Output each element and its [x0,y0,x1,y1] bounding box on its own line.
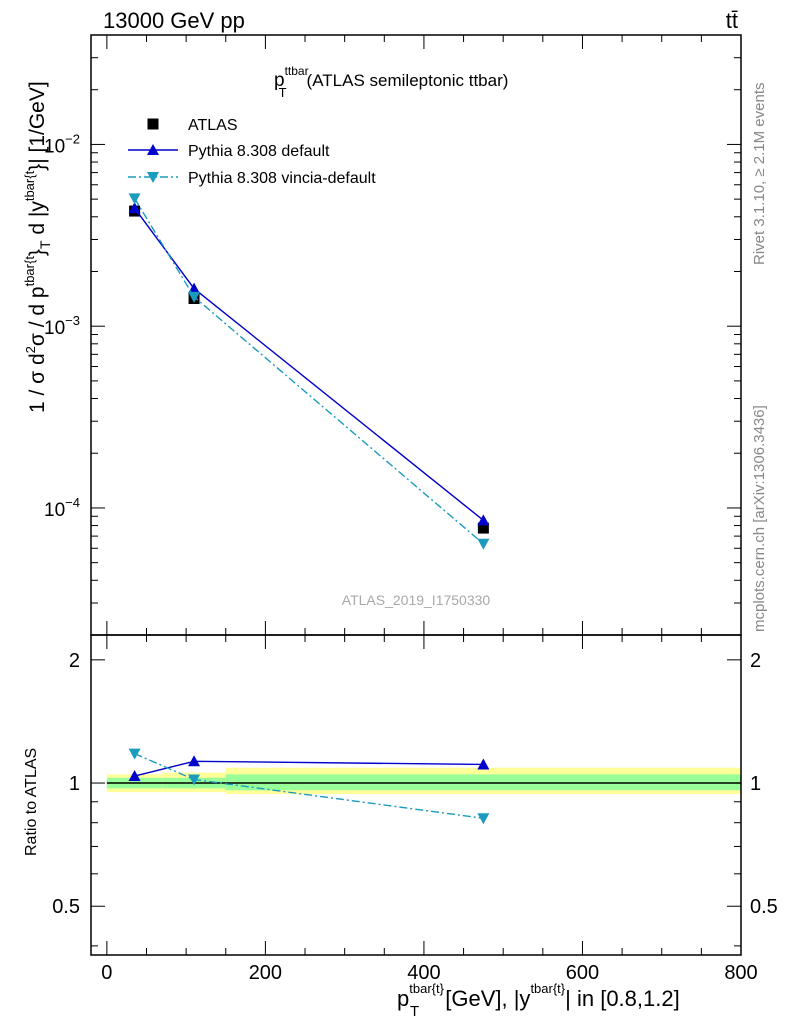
ratio-data-point [477,758,490,770]
main-data-point [477,514,490,526]
main-data-point [128,193,141,205]
ratio-y-tick-label-right: 1 [750,773,761,795]
y-axis-label: 1 / σ d2σ / d ptbar{t}T d |ytbar{t}| [1/… [22,81,53,413]
ratio-data-point [128,748,141,760]
ratio-y-tick-label-right: 2 [750,650,761,672]
ratio-y-label: Ratio to ATLAS [23,748,40,856]
legend-marker [147,144,159,155]
main-series-line [134,207,484,521]
ratio-y-tick-label-left: 1 [69,773,80,795]
x-tick-label: 200 [249,962,282,984]
x-tick-label: 0 [101,962,112,984]
ratio-plot-frame [90,634,742,956]
x-tick-label: 800 [724,962,757,984]
legend-label: ATLAS [188,117,238,134]
main-data-point [188,291,201,303]
analysis-watermark: ATLAS_2019_I1750330 [342,592,491,608]
main-data-point [477,538,490,550]
legend-marker [147,118,159,130]
x-tick-label: 600 [566,962,599,984]
rivet-label: Rivet 3.1.10, ≥ 2.1M events [751,83,768,266]
main-y-tick-label: 10−2 [44,131,80,157]
x-axis-label: ptbar{t} T [GeV], |ytbar{t}| in [0.8,1.2] [397,981,680,1020]
ratio-data-point [477,813,490,825]
main-series-line [133,197,484,545]
process-label: tt̄ [726,8,738,33]
energy-label: 13000 GeV pp [103,8,245,33]
ratio-y-tick-label-left: 0.5 [52,896,80,918]
ratio-data-point [188,755,201,767]
legend-label: Pythia 8.308 default [188,143,330,160]
main-data-point [477,522,489,534]
main-y-tick-label: 10−4 [44,495,80,521]
legend-marker [147,172,159,183]
main-y-tick-label: 10−3 [44,313,80,339]
ratio-y-tick-label-left: 2 [69,650,80,672]
x-tick-label: 400 [407,962,440,984]
ratio-data-point [188,774,201,786]
mcplots-label: mcplots.cern.ch [arXiv:1306.3436] [751,405,768,632]
main-title: pttbar T(ATLAS semileptonic ttbar) [274,64,508,100]
legend-label: Pythia 8.308 vincia-default [188,170,376,187]
ratio-y-tick-label-right: 0.5 [750,896,778,918]
ratio-data-point [128,770,141,782]
main-data-point [128,202,141,214]
